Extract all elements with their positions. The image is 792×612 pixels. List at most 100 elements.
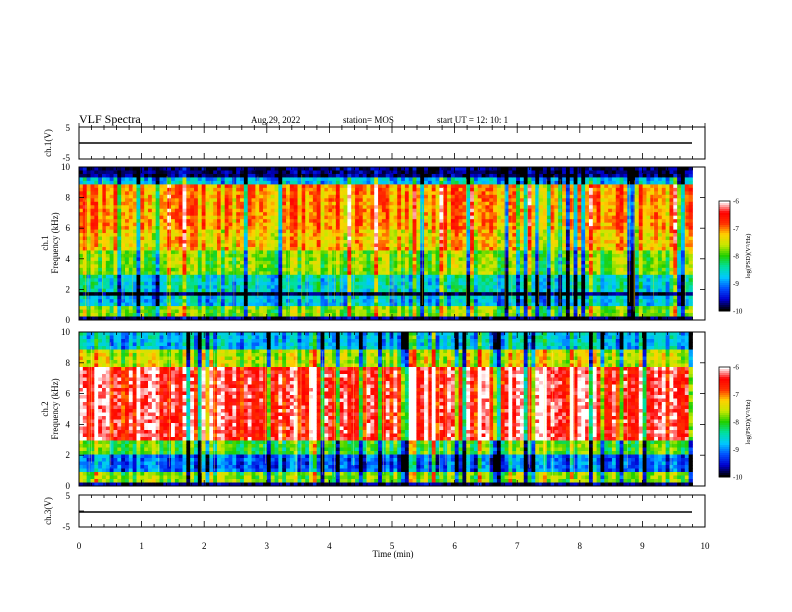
spectrogram-cell: [343, 274, 348, 279]
spectrogram-cell: [397, 257, 402, 262]
spectrogram-cell: [466, 222, 471, 227]
spectrogram-cell: [297, 302, 302, 307]
spectrogram-cell: [362, 167, 367, 171]
spectrogram-cell: [504, 257, 509, 262]
spectrogram-cell: [401, 184, 406, 189]
spectrogram-cell: [201, 236, 206, 241]
spectrogram-cell: [293, 187, 298, 192]
spectrogram-cell: [351, 184, 356, 189]
spectrogram-cell: [343, 253, 348, 258]
spectrogram-cell: [270, 226, 275, 230]
spectrogram-cell: [458, 292, 463, 297]
spectrogram-cell: [132, 278, 137, 283]
spectrogram-cell: [232, 250, 237, 255]
spectrogram-cell: [243, 316, 249, 321]
spectrogram-cell: [140, 246, 145, 251]
spectrogram-cell: [385, 271, 390, 276]
spectrogram-cell: [500, 302, 505, 307]
spectrogram-cell: [427, 205, 433, 210]
spectrogram-cell: [174, 170, 180, 175]
spectrogram-cell: [121, 173, 126, 178]
spectrogram-cell: [489, 264, 494, 269]
spectrogram-cell: [182, 285, 187, 290]
spectrogram-cell: [86, 226, 91, 230]
spectrogram-cell: [102, 191, 107, 196]
spectrogram-cell: [217, 173, 222, 178]
spectrogram-cell: [389, 274, 394, 279]
spectrogram-cell: [205, 229, 210, 234]
spectrogram-cell: [125, 292, 130, 297]
spectrogram-cell: [424, 288, 429, 293]
spectrogram-cell: [282, 264, 287, 269]
spectrogram-cell: [174, 260, 180, 265]
spectrogram-cell: [378, 219, 383, 224]
spectrogram-cell: [247, 167, 252, 171]
spectrogram-cell: [393, 267, 398, 272]
spectrogram-cell: [113, 170, 118, 175]
spectrogram-cell: [155, 285, 160, 290]
spectrogram-cell: [289, 246, 295, 251]
spectrogram-cell: [512, 184, 517, 189]
spectrogram-cell: [128, 229, 134, 234]
spectrogram-cell: [447, 278, 452, 283]
spectrogram-cell: [213, 184, 218, 189]
spectrogram-cell: [347, 299, 352, 304]
spectrogram-cell: [171, 226, 176, 230]
spectrogram-cell: [393, 278, 398, 283]
spectrogram-cell: [427, 243, 433, 248]
spectrogram-cell: [90, 288, 95, 293]
spectrogram-cell: [347, 281, 352, 286]
spectrogram-cell: [374, 253, 379, 258]
spectrogram-cell: [289, 194, 295, 199]
spectrogram-cell: [220, 295, 226, 300]
spectrogram-cell: [404, 309, 410, 314]
spectrogram-cell: [247, 177, 252, 182]
spectrogram-cell: [228, 250, 233, 255]
spectrogram-cell: [381, 288, 387, 293]
spectrogram-cell: [500, 167, 505, 171]
spectrogram-cell: [117, 253, 122, 258]
spectrogram-cell: [98, 250, 103, 255]
spectrogram-cell: [309, 233, 314, 237]
spectrogram-cell: [251, 274, 256, 279]
spectrogram-cell: [190, 236, 195, 241]
spectrogram-cell: [274, 302, 279, 307]
spectrogram-cell: [358, 267, 364, 272]
spectrogram-cell: [155, 222, 160, 227]
spectrogram-cell: [408, 184, 413, 189]
spectrogram-cell: [278, 285, 283, 290]
spectrogram-cell: [312, 167, 318, 171]
spectrogram-cell: [343, 292, 348, 297]
spectrogram-cell: [489, 205, 494, 210]
spectrogram-cell: [113, 194, 118, 199]
spectrogram-cell: [366, 302, 371, 307]
spectrogram-cell: [355, 184, 360, 189]
spectrogram-cell: [194, 240, 199, 244]
spectrogram-cell: [205, 191, 210, 196]
spectrogram-cell: [190, 177, 195, 182]
spectrogram-cell: [266, 205, 272, 210]
spectrogram-cell: [274, 278, 279, 283]
spectrogram-cell: [140, 302, 145, 307]
spectrogram-cell: [132, 313, 137, 317]
spectrogram-cell: [109, 250, 114, 255]
spectrogram-cell: [366, 313, 371, 317]
spectrogram-cell: [347, 302, 352, 307]
spectrogram-cell: [125, 243, 130, 248]
spectrogram-cell: [90, 173, 95, 178]
spectrogram-cell: [293, 295, 298, 300]
spectrogram-cell: [458, 243, 463, 248]
spectrogram-cell: [251, 184, 256, 189]
spectrogram-cell: [263, 278, 268, 283]
spectrogram-cell: [416, 219, 421, 224]
spectrogram-cell: [255, 205, 260, 210]
spectrogram-cell: [393, 215, 398, 220]
spectrogram-cell: [381, 292, 387, 297]
spectrogram-cell: [263, 267, 268, 272]
spectrogram-cell: [324, 295, 329, 300]
spectrogram-cell: [420, 309, 425, 314]
spectrogram-cell: [113, 292, 118, 297]
spectrogram-cell: [466, 281, 471, 286]
spectrogram-cell: [401, 236, 406, 241]
spectrogram-cell: [255, 271, 260, 276]
